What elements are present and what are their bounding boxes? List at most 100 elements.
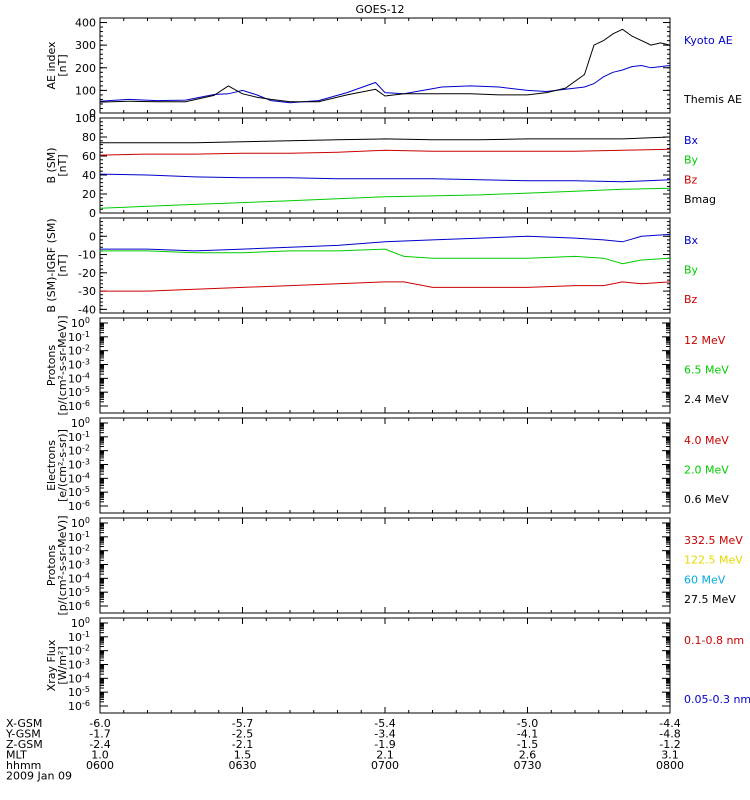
ephemeris-value: -5.7 (232, 717, 253, 730)
ephemeris-value: 0600 (86, 759, 114, 772)
y-tick-label: 10-3 (68, 558, 90, 572)
plot-frame (99, 617, 671, 714)
y-tick-label: 300 (75, 39, 96, 52)
y-tick-label: 0 (89, 230, 96, 243)
series-line-themis-ae (99, 28, 671, 103)
legend-entry: 0.05-0.3 nm (684, 693, 750, 706)
series-line-bx (100, 233, 671, 252)
ephemeris-table: X-GSM -6.0 -5.7 -5.4 -5.0 -4.4 Y-GSM -1.7 -2.5 -3… (5, 717, 684, 783)
y-tick-label: 10-6 (68, 499, 90, 513)
legend-entry: 60 MeV (684, 573, 726, 586)
ephemeris-value: 1.5 (234, 749, 252, 762)
ephemeris-value: -1.9 (374, 738, 395, 751)
ephemeris-row-label: MLT (6, 749, 27, 762)
y-axis-unit: [nT] (56, 54, 69, 76)
legend-entry: 12 MeV (684, 334, 726, 347)
legend-entry: 4.0 MeV (684, 434, 729, 447)
y-tick-label: 10-5 (68, 685, 90, 699)
ephemeris-value: 0700 (371, 759, 399, 772)
panel-3: -40 -30 -20 -10 0 B (SM)-IGRF (SM)[nT] Bx By Bz (45, 217, 699, 316)
y-tick-label: 200 (75, 62, 96, 75)
y-tick-label: 60 (82, 150, 96, 163)
legend-entry: 2.4 MeV (684, 393, 729, 406)
y-axis-unit: [nT] (56, 154, 69, 176)
ephemeris-row-label: X-GSM (6, 717, 42, 730)
legend-entry: 332.5 MeV (684, 534, 743, 547)
chart-title: GOES-12 (355, 3, 404, 16)
y-tick-label: -30 (78, 285, 96, 298)
legend-entry: Themis AE (683, 93, 742, 106)
legend-entry: 27.5 MeV (684, 593, 736, 606)
y-axis-unit: [W/m²] (56, 646, 69, 684)
ephemeris-value: -4.1 (517, 728, 538, 741)
y-tick-label: 10-2 (68, 344, 90, 358)
y-tick-label: 10-6 (68, 399, 90, 413)
y-tick-label: -10 (78, 249, 96, 262)
y-tick-label: 10-2 (68, 544, 90, 558)
legend-entry: Bx (684, 234, 699, 247)
y-tick-label: 40 (82, 169, 96, 182)
y-axis-label: Electrons (45, 440, 58, 491)
legend-entry: 0.6 MeV (684, 493, 729, 506)
series-line-kyoto-ae (99, 64, 671, 104)
plot-frame (99, 417, 671, 514)
series-line-bx (99, 173, 671, 183)
y-tick-label: 10-6 (68, 699, 90, 713)
y-axis-label: Xray Flux (45, 639, 58, 691)
y-tick-label: 10-4 (68, 571, 90, 585)
ephemeris-value: -1.2 (659, 738, 680, 751)
ephemeris-value: -1.5 (517, 738, 538, 751)
panel-2: 0 20 40 60 80 100 B (SM)[nT] Bx By Bz Bmag (45, 112, 716, 220)
date-label: 2009 Jan 09 (6, 770, 72, 783)
y-tick-label: 10-6 (68, 599, 90, 613)
y-tick-label: 10-5 (68, 385, 90, 399)
ephemeris-value: 1.0 (91, 749, 109, 762)
y-tick-label: 10-3 (68, 358, 90, 372)
ephemeris-value: -2.1 (232, 738, 253, 751)
y-tick-label: 10-4 (68, 371, 90, 385)
y-axis-unit: [p/(cm²-s-sr-MeV)] (56, 516, 69, 616)
y-tick-label: 100 (71, 516, 90, 530)
ephemeris-value: -5.0 (517, 717, 538, 730)
ephemeris-value: -4.4 (659, 717, 680, 730)
y-tick-label: 100 (75, 112, 96, 125)
y-tick-label: 10-3 (68, 658, 90, 672)
legend-entry: Bx (684, 134, 699, 147)
plot-frame (99, 217, 671, 314)
y-tick-label: 10-1 (68, 530, 90, 544)
panel-1: 0 100 200 300 400 AE index[nT] Kyoto AE Themis … (45, 17, 742, 120)
legend-entry: Bmag (684, 193, 716, 206)
y-tick-label: 0 (89, 107, 96, 120)
legend-entry: 2.0 MeV (684, 464, 729, 477)
y-tick-label: 10-4 (68, 671, 90, 685)
legend-entry: By (684, 154, 699, 167)
legend-entry: 122.5 MeV (684, 554, 743, 567)
y-tick-label: 10-2 (68, 444, 90, 458)
y-tick-label: -40 (78, 303, 96, 316)
ephemeris-value: -2.4 (89, 738, 110, 751)
y-tick-label: 100 (71, 316, 90, 330)
series-line-bz (99, 148, 671, 156)
y-axis-unit: [p/(cm²-s-sr-MeV)] (56, 316, 69, 416)
ephemeris-value: -2.5 (232, 728, 253, 741)
y-tick-label: 10-5 (68, 585, 90, 599)
y-tick-label: 10-1 (68, 430, 90, 444)
y-tick-label: 100 (71, 616, 90, 630)
ephemeris-value: 0800 (656, 759, 684, 772)
y-axis-label: Protons (45, 545, 58, 586)
series-line-bz (100, 281, 671, 292)
y-tick-label: 10-5 (68, 485, 90, 499)
y-axis-label: B (SM) (45, 147, 58, 183)
series-line-by (100, 248, 671, 265)
plot-frame (99, 517, 671, 614)
ephemeris-value: 0630 (229, 759, 257, 772)
plot-frame (99, 117, 671, 214)
series-line-bmag (100, 136, 671, 144)
y-tick-label: 10-3 (68, 458, 90, 472)
ephemeris-value: -5.4 (374, 717, 395, 730)
ephemeris-value: 3.1 (661, 749, 679, 762)
y-axis-label: AE index (45, 41, 58, 90)
